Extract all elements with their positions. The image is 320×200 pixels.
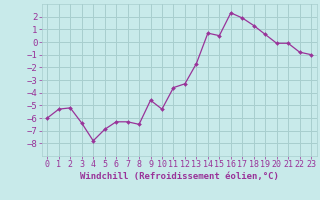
X-axis label: Windchill (Refroidissement éolien,°C): Windchill (Refroidissement éolien,°C) xyxy=(80,172,279,181)
